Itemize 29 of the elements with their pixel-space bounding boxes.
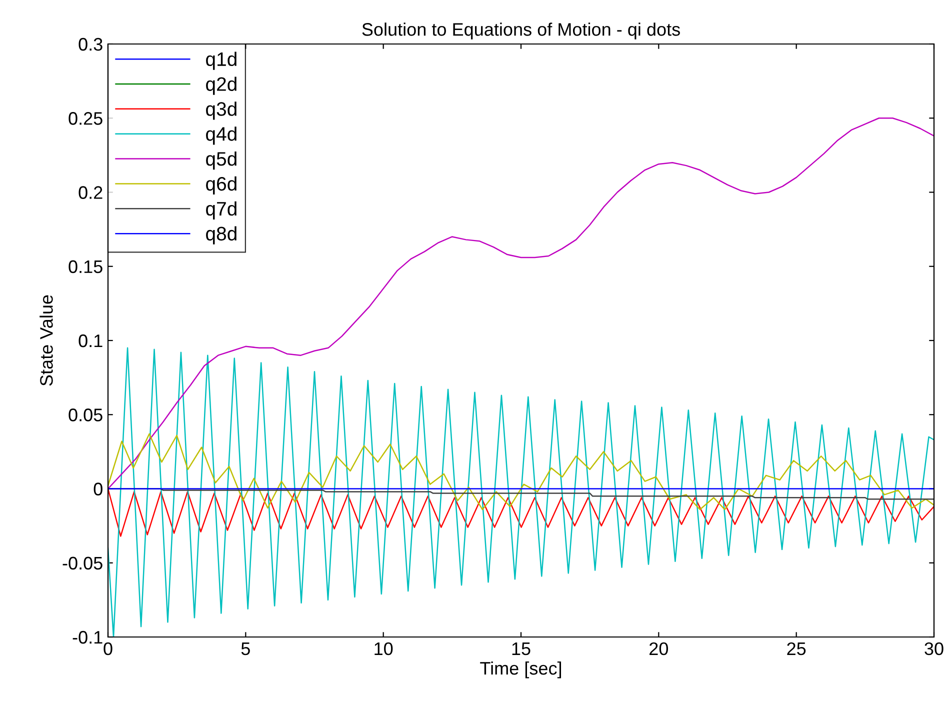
x-tick-label: 0 [104, 642, 112, 656]
legend-label: q3d [206, 102, 236, 120]
y-axis-title: State Value [40, 295, 53, 386]
y-tick-label: 0.3 [78, 38, 102, 51]
line-series [108, 433, 934, 510]
legend-label: q6d [206, 176, 236, 195]
y-tick-label: -0.05 [62, 556, 102, 570]
y-tick-label: 0.15 [68, 260, 102, 274]
legend-label: q4d [206, 126, 236, 145]
legend-label: q8d [206, 226, 236, 244]
legend-label: q5d [206, 152, 236, 170]
x-tick-label: 10 [374, 642, 393, 656]
legend-label: q1d [206, 52, 236, 70]
line-series [108, 488, 934, 537]
y-tick-label: -0.1 [72, 630, 102, 644]
y-tick-label: 0.1 [78, 334, 102, 348]
y-tick-label: 0.25 [68, 112, 102, 125]
y-tick-label: 0.05 [68, 408, 102, 422]
x-tick-label: 30 [924, 642, 944, 656]
legend-label: q7d [206, 201, 236, 220]
x-axis-title: Time [sec] [480, 661, 562, 678]
x-tick-label: 15 [512, 642, 530, 656]
y-tick-label: 0 [94, 482, 102, 496]
x-tick-label: 20 [650, 642, 668, 656]
chart-title: Solution to Equations of Motion - qi dots [362, 22, 680, 40]
x-tick-label: 5 [241, 642, 250, 656]
x-tick-label: 25 [787, 642, 806, 656]
y-tick-label: 0.2 [78, 186, 102, 199]
legend-label: q2d [206, 76, 236, 95]
